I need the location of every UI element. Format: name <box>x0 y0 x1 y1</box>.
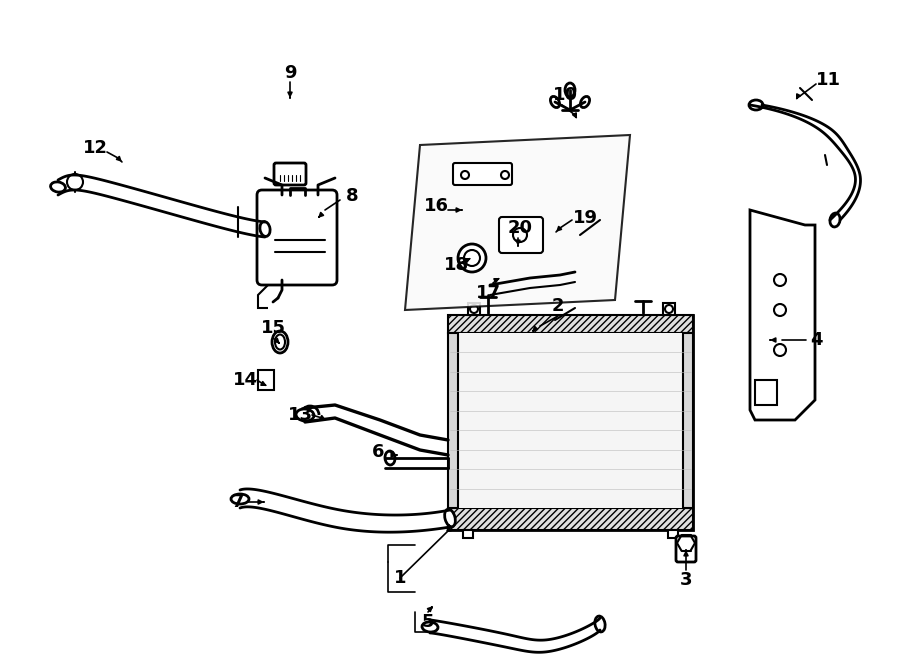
Ellipse shape <box>749 100 763 110</box>
FancyBboxPatch shape <box>274 163 306 185</box>
Text: 11: 11 <box>815 71 841 89</box>
Text: 5: 5 <box>422 613 434 631</box>
Ellipse shape <box>231 494 249 504</box>
Text: 9: 9 <box>284 64 296 82</box>
Ellipse shape <box>275 334 285 350</box>
Ellipse shape <box>260 221 270 237</box>
Text: 20: 20 <box>508 219 533 237</box>
Ellipse shape <box>830 213 840 227</box>
Circle shape <box>464 250 480 266</box>
Bar <box>258 370 274 390</box>
Bar <box>463 530 473 538</box>
Text: 16: 16 <box>424 197 448 215</box>
Text: 19: 19 <box>572 209 598 227</box>
Circle shape <box>461 171 469 179</box>
Ellipse shape <box>385 451 395 465</box>
Bar <box>683 333 693 508</box>
Bar <box>448 315 693 530</box>
Ellipse shape <box>272 331 288 353</box>
Text: 2: 2 <box>552 297 564 315</box>
Text: 17: 17 <box>475 284 500 302</box>
Ellipse shape <box>422 622 438 632</box>
Ellipse shape <box>296 409 314 421</box>
Circle shape <box>665 305 673 313</box>
Text: 8: 8 <box>346 187 358 205</box>
Bar <box>448 508 693 530</box>
Bar <box>663 303 675 315</box>
Text: 3: 3 <box>680 571 692 589</box>
Circle shape <box>774 304 786 316</box>
Ellipse shape <box>595 616 605 632</box>
FancyBboxPatch shape <box>257 190 337 285</box>
FancyBboxPatch shape <box>676 536 696 562</box>
Text: 7: 7 <box>232 493 244 511</box>
Circle shape <box>774 344 786 356</box>
Text: 13: 13 <box>287 406 312 424</box>
Ellipse shape <box>580 97 590 108</box>
Text: 12: 12 <box>83 139 107 157</box>
Text: 14: 14 <box>232 371 257 389</box>
Polygon shape <box>405 135 630 310</box>
Bar <box>448 315 693 333</box>
Text: 15: 15 <box>260 319 285 337</box>
Text: 4: 4 <box>810 331 823 349</box>
Bar <box>448 333 458 508</box>
Text: 1: 1 <box>394 569 406 587</box>
Ellipse shape <box>551 97 560 108</box>
Circle shape <box>774 274 786 286</box>
Bar <box>450 333 691 508</box>
Bar <box>755 380 777 405</box>
Text: 10: 10 <box>553 86 578 104</box>
Circle shape <box>470 305 478 313</box>
Bar <box>668 530 678 538</box>
FancyBboxPatch shape <box>453 163 512 185</box>
Circle shape <box>501 171 509 179</box>
Ellipse shape <box>565 83 575 97</box>
Circle shape <box>67 174 83 190</box>
Polygon shape <box>750 210 815 420</box>
Text: 6: 6 <box>372 443 384 461</box>
Circle shape <box>513 228 527 242</box>
Bar <box>468 303 480 315</box>
Circle shape <box>458 244 486 272</box>
Text: 18: 18 <box>444 256 469 274</box>
Ellipse shape <box>50 182 66 192</box>
FancyBboxPatch shape <box>499 217 543 253</box>
Ellipse shape <box>445 509 455 527</box>
